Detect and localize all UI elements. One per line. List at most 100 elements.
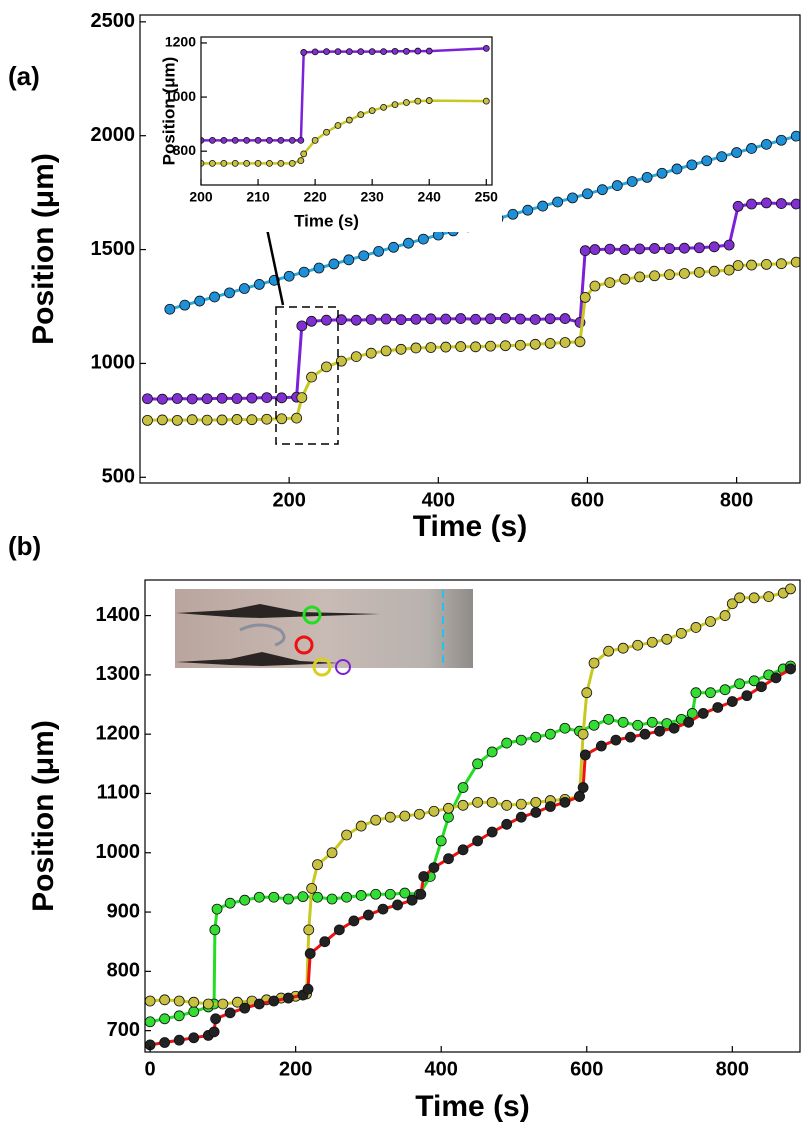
data-point bbox=[392, 899, 403, 911]
data-point bbox=[335, 314, 347, 326]
data-point bbox=[455, 341, 467, 352]
data-point bbox=[515, 811, 527, 823]
series-group bbox=[145, 583, 796, 1051]
y-tick-label: 500 bbox=[102, 466, 135, 488]
data-point bbox=[552, 196, 564, 208]
data-point bbox=[373, 245, 385, 257]
data-point bbox=[425, 47, 433, 55]
data-point bbox=[358, 250, 370, 262]
data-point bbox=[380, 48, 387, 56]
data-point bbox=[254, 159, 262, 167]
data-point bbox=[188, 996, 200, 1008]
data-point bbox=[224, 287, 235, 299]
y-axis-label: Position (μm) bbox=[27, 720, 60, 912]
series-group bbox=[142, 130, 800, 426]
data-point bbox=[559, 337, 571, 348]
data-point bbox=[577, 782, 589, 793]
data-point bbox=[726, 696, 738, 707]
data-point bbox=[164, 303, 176, 315]
data-point bbox=[268, 891, 280, 903]
data-point bbox=[610, 734, 622, 746]
data-point bbox=[611, 180, 623, 191]
data-point bbox=[266, 159, 273, 167]
data-point bbox=[686, 159, 698, 171]
x-tick-label: 800 bbox=[720, 489, 753, 511]
data-point bbox=[297, 891, 309, 903]
data-point bbox=[209, 924, 221, 936]
data-point bbox=[391, 101, 399, 109]
data-point bbox=[188, 1006, 200, 1018]
data-point bbox=[775, 198, 787, 209]
data-point bbox=[304, 948, 316, 959]
data-point bbox=[384, 811, 396, 823]
data-point bbox=[288, 136, 296, 144]
data-point bbox=[355, 820, 367, 832]
data-point bbox=[664, 269, 675, 281]
data-point bbox=[617, 642, 629, 654]
data-point bbox=[723, 264, 735, 276]
data-point bbox=[403, 99, 410, 106]
data-point bbox=[311, 136, 319, 144]
data-point bbox=[639, 728, 651, 740]
data-point bbox=[410, 342, 422, 354]
data-point bbox=[298, 266, 310, 278]
data-point bbox=[435, 835, 447, 847]
data-point bbox=[246, 392, 258, 404]
data-point bbox=[291, 412, 303, 424]
y-axis-label: Position (μm) bbox=[27, 153, 60, 345]
data-point bbox=[368, 48, 376, 56]
data-point bbox=[443, 802, 454, 814]
plot-frame bbox=[144, 579, 801, 1053]
data-point bbox=[179, 299, 191, 311]
panel-label: (a) bbox=[8, 61, 40, 91]
data-point bbox=[142, 393, 153, 405]
data-point bbox=[579, 291, 591, 303]
data-point bbox=[186, 414, 198, 426]
data-point bbox=[719, 684, 731, 696]
data-point bbox=[582, 188, 593, 200]
data-point bbox=[690, 687, 702, 699]
data-point bbox=[559, 313, 571, 324]
crack bbox=[176, 652, 340, 666]
data-point bbox=[529, 314, 541, 325]
data-point bbox=[208, 1026, 220, 1038]
series-line bbox=[147, 201, 797, 401]
data-point bbox=[261, 392, 273, 403]
micrograph bbox=[175, 589, 473, 668]
data-point bbox=[209, 159, 216, 167]
data-point bbox=[761, 138, 772, 150]
data-point bbox=[399, 887, 411, 899]
x-tick-label: 200 bbox=[272, 489, 305, 511]
x-tick-label: 230 bbox=[360, 188, 384, 204]
data-point bbox=[282, 893, 294, 905]
data-point bbox=[224, 897, 236, 909]
y-tick-label: 700 bbox=[107, 1019, 140, 1041]
data-point bbox=[603, 645, 614, 657]
x-tick-label: 250 bbox=[475, 188, 499, 204]
data-point bbox=[231, 159, 239, 167]
data-point bbox=[529, 338, 541, 350]
data-point bbox=[370, 888, 382, 900]
data-point bbox=[217, 998, 229, 1010]
data-point bbox=[323, 48, 330, 56]
data-point bbox=[254, 136, 262, 144]
data-point bbox=[443, 853, 454, 865]
data-point bbox=[734, 678, 745, 690]
data-point bbox=[617, 716, 629, 728]
data-point bbox=[350, 351, 362, 363]
data-point bbox=[514, 339, 526, 351]
panel-a-inset: 800 1000 1200 200 210 220 230 240 250 Time (s) Pos… bbox=[156, 29, 502, 232]
data-point bbox=[186, 393, 198, 405]
data-point bbox=[708, 241, 720, 253]
data-point bbox=[201, 159, 205, 167]
data-point bbox=[472, 758, 483, 770]
data-point bbox=[173, 1010, 185, 1022]
data-point bbox=[649, 270, 660, 282]
x-tick-label: 210 bbox=[246, 188, 270, 204]
data-point bbox=[515, 798, 527, 810]
data-point bbox=[210, 1013, 221, 1025]
data-point bbox=[632, 639, 644, 651]
data-point bbox=[596, 184, 608, 196]
data-point bbox=[693, 266, 705, 278]
data-point bbox=[574, 336, 586, 348]
